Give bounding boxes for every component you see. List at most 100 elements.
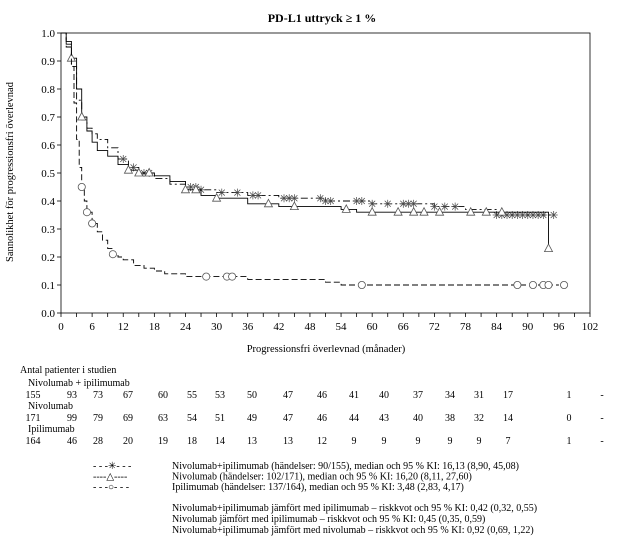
censor-mark-circle bbox=[228, 272, 237, 281]
x-tick-label: 72 bbox=[429, 321, 440, 333]
risk-cell: 28 bbox=[93, 436, 103, 447]
legend-symbol: ----△---- bbox=[93, 472, 127, 483]
risk-cell: 79 bbox=[93, 413, 103, 424]
y-tick-label: 0.5 bbox=[41, 168, 55, 180]
risk-table: Antal patienter i studien Nivolumab + ipi… bbox=[20, 365, 604, 447]
censor-mark-triangle bbox=[341, 204, 351, 213]
risk-cell: 54 bbox=[187, 413, 197, 424]
censor-mark-triangle bbox=[211, 192, 222, 202]
y-tick-label: 0.6 bbox=[41, 140, 55, 152]
y-tick-label: 0.7 bbox=[41, 112, 55, 124]
star-stroke bbox=[519, 211, 526, 219]
risk-cell: 46 bbox=[317, 390, 327, 401]
censor-mark-triangle bbox=[123, 164, 134, 174]
x-tick-label: 60 bbox=[367, 321, 379, 333]
censor-mark-triangle bbox=[289, 201, 300, 211]
star-stroke bbox=[508, 211, 516, 219]
censor-mark-triangle bbox=[180, 184, 191, 194]
censor-mark-triangle bbox=[543, 243, 554, 253]
curve-line-2 bbox=[61, 32, 559, 286]
hazard-ratio-note: Nivolumab jämfört med ipilimumab – riskk… bbox=[172, 514, 485, 525]
risk-group-label: Nivolumab + ipilimumab bbox=[28, 378, 130, 389]
y-axis-ticks: 0.0 0.1 0.2 0.3 0.4 0.5 0.6 0.7 0.8 0.9 1.0 bbox=[41, 28, 61, 320]
x-tick-label: 66 bbox=[398, 321, 410, 333]
censor-mark-circle bbox=[202, 272, 211, 281]
chart-title: PD-L1 uttryck ≥ 1 % bbox=[268, 11, 377, 25]
risk-cell: 51 bbox=[215, 413, 225, 424]
censor-mark-star bbox=[451, 202, 460, 211]
hazard-ratio-note: Nivolumab+ipilimumab jämfört med nivolum… bbox=[172, 525, 534, 536]
risk-cell: 37 bbox=[413, 390, 423, 401]
risk-cell: 60 bbox=[158, 390, 168, 401]
x-tick-label: 36 bbox=[242, 321, 254, 333]
star-stroke bbox=[400, 200, 407, 208]
y-tick-label: 0.0 bbox=[41, 308, 55, 320]
y-tick-label: 0.8 bbox=[41, 84, 55, 96]
censor-mark-circle bbox=[77, 182, 86, 191]
risk-cell: - bbox=[600, 390, 603, 401]
risk-cell: 164 bbox=[26, 436, 41, 447]
hazard-ratio-notes: Nivolumab+ipilimumab jämfört med ipilimu… bbox=[172, 503, 537, 536]
risk-cell: 34 bbox=[445, 390, 455, 401]
star-stroke bbox=[410, 200, 417, 208]
censor-mark-triangle bbox=[393, 206, 403, 216]
censor-mark-circle bbox=[88, 219, 97, 228]
risk-cell: 73 bbox=[93, 390, 103, 401]
y-tick-label: 0.3 bbox=[41, 224, 55, 236]
star-stroke bbox=[503, 211, 511, 219]
risk-cell: 53 bbox=[215, 390, 225, 401]
risk-cell: 7 bbox=[506, 436, 511, 447]
risk-cell: 155 bbox=[26, 390, 41, 401]
star-stroke bbox=[384, 200, 391, 208]
star-stroke bbox=[368, 200, 376, 208]
risk-cell: 47 bbox=[283, 413, 293, 424]
censor-mark-triangle bbox=[466, 206, 476, 216]
star-stroke bbox=[254, 192, 262, 199]
risk-group-label: Nivolumab bbox=[28, 401, 73, 412]
y-tick-label: 0.9 bbox=[41, 56, 55, 68]
hazard-ratio-note: Nivolumab+ipilimumab jämfört med ipilimu… bbox=[172, 503, 537, 514]
x-tick-label: 84 bbox=[491, 321, 503, 333]
censor-mark-star bbox=[326, 197, 335, 205]
risk-cell: 14 bbox=[503, 413, 513, 424]
risk-cell: - bbox=[600, 436, 603, 447]
risk-cell: 9 bbox=[477, 436, 482, 447]
censor-mark-triangle bbox=[367, 206, 377, 216]
x-tick-label: 54 bbox=[336, 321, 348, 333]
risk-cell: 43 bbox=[379, 413, 389, 424]
star-stroke bbox=[441, 203, 449, 210]
x-axis-label: Progressionsfri överlevnad (månader) bbox=[247, 344, 406, 355]
censor-mark-triangle bbox=[77, 111, 87, 121]
censor-mark-star bbox=[357, 197, 366, 205]
censor-mark-star bbox=[368, 199, 377, 208]
risk-cell: 12 bbox=[317, 436, 327, 447]
risk-cell: 9 bbox=[416, 436, 421, 447]
star-stroke bbox=[451, 203, 459, 210]
risk-cell: 63 bbox=[158, 413, 168, 424]
curve-line-1 bbox=[61, 32, 549, 249]
censor-mark-star bbox=[409, 199, 418, 208]
x-tick-label: 18 bbox=[149, 321, 161, 333]
censor-mark-triangle bbox=[434, 206, 445, 216]
star-stroke bbox=[322, 197, 329, 205]
star-stroke bbox=[550, 211, 557, 219]
curve-line-0 bbox=[61, 32, 554, 216]
risk-cell: 31 bbox=[474, 390, 484, 401]
risk-cell: 49 bbox=[247, 413, 257, 424]
censor-mark-circle bbox=[528, 280, 537, 289]
censor-mark-circle bbox=[560, 280, 569, 289]
x-tick-label: 6 bbox=[89, 321, 95, 333]
star-stroke bbox=[405, 200, 412, 208]
risk-cell: 19 bbox=[158, 436, 168, 447]
legend-entry: Ipilimumab (händelser: 137/164), median … bbox=[172, 482, 464, 493]
risk-cell: 46 bbox=[317, 413, 327, 424]
y-tick-label: 1.0 bbox=[41, 28, 55, 40]
censor-mark-triangle bbox=[497, 206, 507, 216]
star-stroke bbox=[234, 189, 241, 196]
legend-entry: Nivolumab+ipilimumab (händelser: 90/155)… bbox=[172, 461, 519, 472]
star-stroke bbox=[291, 194, 298, 202]
x-tick-label: 12 bbox=[118, 321, 129, 333]
risk-cell: 1 bbox=[567, 436, 572, 447]
star-stroke bbox=[353, 197, 360, 205]
censor-mark-star bbox=[217, 188, 226, 197]
